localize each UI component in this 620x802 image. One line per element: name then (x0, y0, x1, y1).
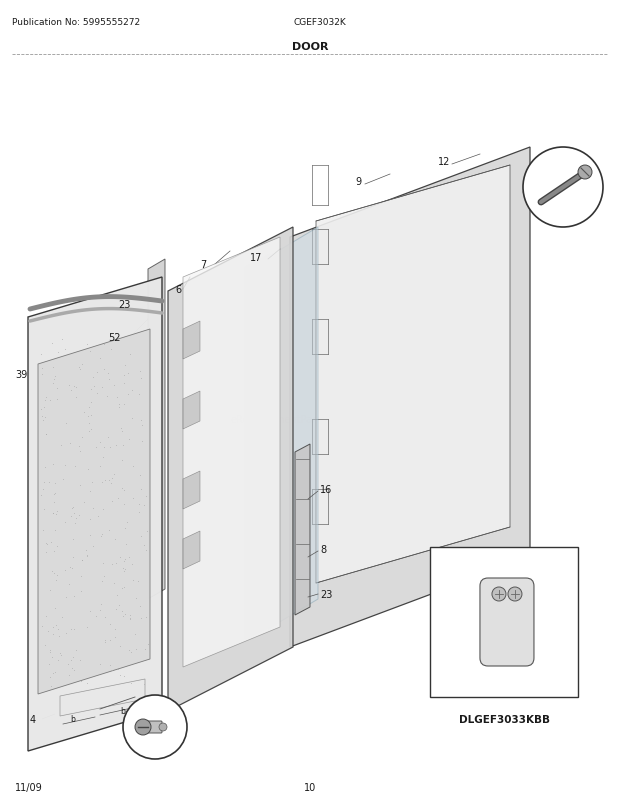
Text: b: b (70, 715, 75, 723)
Polygon shape (183, 237, 280, 667)
Polygon shape (183, 472, 200, 509)
Text: 52: 52 (108, 333, 120, 342)
Text: Publication No: 5995555272: Publication No: 5995555272 (12, 18, 140, 27)
Polygon shape (245, 255, 270, 639)
Text: 7: 7 (200, 260, 206, 269)
FancyBboxPatch shape (140, 721, 162, 733)
Circle shape (159, 723, 167, 731)
Text: 10: 10 (557, 155, 569, 164)
Circle shape (135, 719, 151, 735)
Text: 39: 39 (15, 370, 27, 379)
Text: DOOR: DOOR (292, 42, 328, 52)
FancyBboxPatch shape (480, 578, 534, 666)
Text: 8: 8 (320, 545, 326, 554)
Text: b: b (120, 707, 125, 715)
Polygon shape (60, 679, 145, 716)
Polygon shape (183, 532, 200, 569)
Circle shape (123, 695, 187, 759)
Text: 10: 10 (304, 782, 316, 792)
Text: DLGEF3033KBB: DLGEF3033KBB (459, 714, 549, 724)
Polygon shape (268, 228, 318, 630)
Polygon shape (183, 322, 200, 359)
Text: 16: 16 (320, 484, 332, 494)
Polygon shape (148, 260, 165, 599)
Text: 11/09: 11/09 (15, 782, 43, 792)
Polygon shape (316, 166, 510, 583)
Polygon shape (183, 391, 200, 429)
Text: 12: 12 (438, 157, 450, 167)
Text: 9: 9 (355, 176, 361, 187)
Text: 6: 6 (175, 285, 181, 294)
Circle shape (578, 166, 592, 180)
Polygon shape (295, 444, 310, 615)
Text: 18: 18 (442, 557, 454, 567)
Circle shape (508, 587, 522, 602)
Text: 17: 17 (250, 253, 262, 263)
Text: 23: 23 (118, 300, 130, 310)
Text: 23: 23 (320, 589, 332, 599)
Circle shape (523, 148, 603, 228)
Polygon shape (28, 277, 162, 751)
Polygon shape (168, 228, 293, 711)
Text: 4: 4 (30, 714, 36, 724)
Polygon shape (290, 148, 530, 647)
Circle shape (492, 587, 506, 602)
Text: CGEF3032K: CGEF3032K (294, 18, 347, 27)
Text: b: b (155, 699, 160, 709)
Text: eReplacementParts.com: eReplacementParts.com (231, 415, 350, 424)
Text: 3: 3 (168, 699, 174, 709)
Polygon shape (38, 330, 150, 695)
FancyBboxPatch shape (430, 547, 578, 697)
Text: 60B: 60B (146, 743, 164, 751)
